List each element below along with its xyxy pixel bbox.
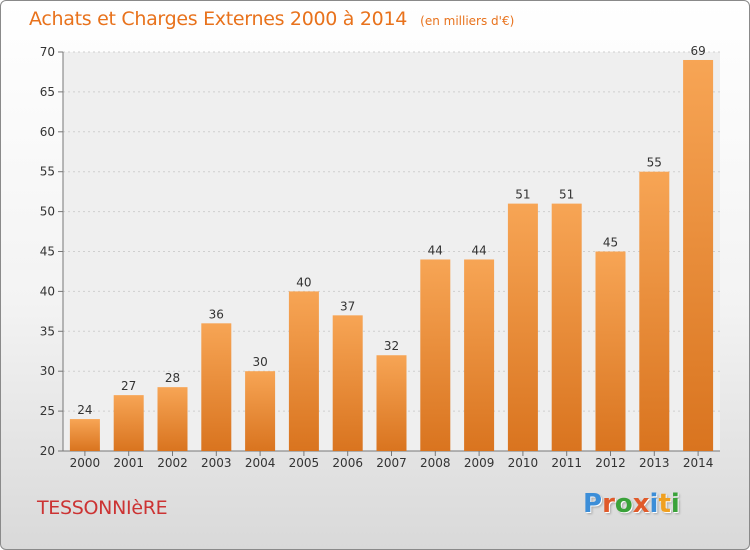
data-label-2008: 44: [428, 243, 443, 257]
logo-letter: t: [658, 489, 671, 519]
data-label-2013: 55: [647, 156, 662, 170]
y-tick-label: 25: [40, 404, 55, 418]
data-label-2004: 30: [252, 355, 267, 369]
data-label-2012: 45: [603, 236, 618, 250]
y-tick-label: 60: [40, 125, 55, 139]
x-tick-label-2012: 2012: [595, 456, 626, 470]
logo-letter: i: [649, 489, 659, 519]
x-tick-label-2007: 2007: [376, 456, 407, 470]
y-tick-label: 55: [40, 165, 55, 179]
logo-letter: x: [632, 489, 650, 519]
bar-2002: [157, 387, 188, 451]
proxiti-logo: Proxiti: [583, 489, 680, 519]
bar-2010: [507, 203, 538, 451]
logo-letter: o: [614, 489, 633, 519]
y-tick-label: 20: [40, 444, 55, 458]
data-label-2011: 51: [559, 188, 574, 202]
y-tick-label: 35: [40, 324, 55, 338]
data-label-2007: 32: [384, 339, 399, 353]
x-tick-label-2014: 2014: [683, 456, 714, 470]
x-tick-label-2005: 2005: [289, 456, 320, 470]
bar-2012: [595, 251, 626, 451]
bar-2007: [376, 355, 407, 451]
bar-2011: [551, 203, 582, 451]
title-row: Achats et Charges Externes 2000 à 2014 (…: [29, 8, 514, 30]
y-tick-label: 40: [40, 284, 55, 298]
logo-letter: P: [583, 489, 603, 519]
x-tick-label-2013: 2013: [639, 456, 670, 470]
x-tick-label-2004: 2004: [245, 456, 276, 470]
logo-letter: i: [670, 489, 680, 519]
chart-title: Achats et Charges Externes 2000 à 2014: [29, 8, 408, 30]
x-tick-label-2000: 2000: [70, 456, 101, 470]
data-label-2003: 36: [209, 307, 224, 321]
y-tick-label: 45: [40, 245, 55, 259]
data-label-2010: 51: [515, 188, 530, 202]
bar-2009: [464, 259, 495, 451]
x-tick-label-2002: 2002: [157, 456, 188, 470]
bar-2013: [639, 171, 670, 451]
data-label-2001: 27: [121, 379, 136, 393]
place-name: TESSONNIèRE: [37, 497, 168, 519]
data-label-2014: 69: [690, 44, 705, 58]
y-tick-label: 70: [40, 45, 55, 59]
logo-letter: r: [602, 489, 615, 519]
bar-2001: [113, 395, 144, 451]
x-tick-label-2008: 2008: [420, 456, 451, 470]
bar-2003: [201, 323, 232, 451]
data-label-2000: 24: [77, 403, 92, 417]
data-label-2002: 28: [165, 371, 180, 385]
bar-2000: [69, 419, 100, 451]
y-tick-label: 30: [40, 364, 55, 378]
bar-2008: [420, 259, 451, 451]
chart-subtitle: (en milliers d'€): [420, 14, 515, 28]
x-tick-label-2010: 2010: [508, 456, 539, 470]
data-label-2006: 37: [340, 299, 355, 313]
x-tick-label-2009: 2009: [464, 456, 495, 470]
y-tick-label: 50: [40, 205, 55, 219]
bar-2004: [245, 371, 276, 451]
x-tick-label-2003: 2003: [201, 456, 232, 470]
data-label-2009: 44: [471, 243, 486, 257]
bar-2005: [288, 291, 319, 451]
y-tick-label: 65: [40, 85, 55, 99]
data-label-2005: 40: [296, 275, 311, 289]
bar-2006: [332, 315, 363, 451]
x-tick-label-2006: 2006: [332, 456, 363, 470]
bar-2014: [683, 59, 714, 451]
x-tick-label-2001: 2001: [113, 456, 144, 470]
x-tick-label-2011: 2011: [551, 456, 582, 470]
